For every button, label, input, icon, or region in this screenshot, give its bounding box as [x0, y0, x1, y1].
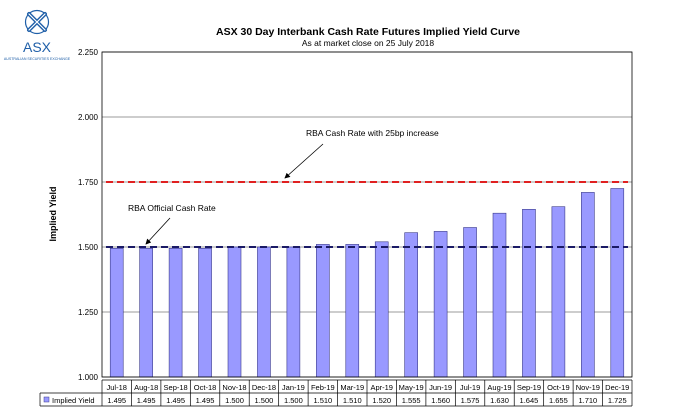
x-tick-label: Apr-19 — [370, 383, 393, 392]
bars — [109, 188, 625, 378]
data-label: 1.500 — [225, 396, 244, 405]
data-label: 1.495 — [166, 396, 185, 405]
legend-swatch — [43, 396, 50, 403]
x-tick-label: Nov-19 — [576, 383, 600, 392]
x-tick-label: Jul-19 — [460, 383, 480, 392]
data-label: 1.575 — [461, 396, 480, 405]
x-tick-label: Oct-18 — [194, 383, 217, 392]
data-label: 1.510 — [313, 396, 332, 405]
x-tick-label: Mar-19 — [340, 383, 364, 392]
y-tick-label: 1.500 — [78, 243, 99, 252]
official-cash-rate-label: RBA Official Cash Rate — [128, 203, 216, 213]
bar — [492, 212, 507, 378]
annotations: RBA Official Cash Rate RBA Cash Rate with… — [128, 128, 439, 245]
increase-cash-rate-label: RBA Cash Rate with 25bp increase — [306, 128, 439, 138]
reference-lines — [106, 181, 628, 248]
x-tick-label: Sep-18 — [164, 383, 188, 392]
logo-brand: ASX — [23, 39, 52, 55]
y-tick-label: 1.000 — [78, 373, 99, 382]
bar — [433, 231, 448, 378]
x-tick-label: Jun-19 — [429, 383, 452, 392]
y-tick-label: 2.000 — [78, 113, 99, 122]
data-label: 1.495 — [137, 396, 156, 405]
bar — [610, 188, 625, 378]
bar — [404, 232, 418, 378]
x-tick-label: Dec-19 — [605, 383, 629, 392]
x-tick-label: Aug-19 — [487, 383, 511, 392]
bar — [374, 241, 389, 378]
bar — [345, 244, 360, 378]
data-label: 1.500 — [255, 396, 274, 405]
bar — [109, 248, 124, 378]
data-label: 1.630 — [490, 396, 509, 405]
bar — [551, 206, 566, 378]
data-label: 1.725 — [608, 396, 627, 405]
bar — [139, 248, 153, 378]
asx-emblem-icon — [24, 9, 50, 35]
bar — [227, 246, 242, 378]
bar — [463, 227, 477, 378]
chart-title: ASX 30 Day Interbank Cash Rate Futures I… — [216, 26, 520, 38]
asx-logo: ASX AUSTRALIAN SECURITIES EXCHANGE — [4, 9, 71, 61]
x-tick-label: Aug-18 — [134, 383, 158, 392]
plot-area-border — [101, 51, 633, 378]
x-tick-label: Feb-19 — [311, 383, 335, 392]
y-tick-label: 1.250 — [78, 308, 99, 317]
logo-tagline: AUSTRALIAN SECURITIES EXCHANGE — [4, 57, 71, 61]
x-tick-label: Sep-19 — [517, 383, 541, 392]
bar — [316, 244, 330, 378]
y-tick-label: 1.750 — [78, 178, 99, 187]
y-axis-label: Implied Yield — [48, 186, 58, 241]
x-tick-label: Jan-19 — [282, 383, 305, 392]
data-table: Jul-18 1.495 Aug-18 1.495 Sep-18 1.495 Oct-18 1… — [39, 379, 633, 407]
data-label: 1.495 — [107, 396, 126, 405]
x-tick-label: Jul-18 — [107, 383, 127, 392]
bar — [168, 248, 183, 378]
data-label: 1.500 — [284, 396, 303, 405]
bar — [286, 246, 301, 378]
data-label: 1.555 — [402, 396, 421, 405]
y-tick-label: 2.250 — [78, 48, 99, 57]
official-cash-rate-arrow — [145, 217, 171, 245]
x-tick-label: Dec-18 — [252, 383, 276, 392]
data-label: 1.520 — [372, 396, 391, 405]
chart-subtitle: As at market close on 25 July 2018 — [302, 38, 435, 48]
data-label: 1.510 — [343, 396, 362, 405]
bar — [581, 192, 595, 378]
increase-cash-rate-arrow — [284, 143, 324, 179]
data-label: 1.495 — [196, 396, 215, 405]
legend-entry: Implied Yield — [52, 396, 95, 405]
bar — [257, 246, 271, 378]
bar — [198, 248, 212, 378]
data-label: 1.710 — [578, 396, 597, 405]
axes — [101, 51, 633, 378]
x-tick-label: Oct-19 — [547, 383, 570, 392]
bar — [522, 209, 536, 378]
data-label: 1.560 — [431, 396, 450, 405]
data-label: 1.645 — [520, 396, 539, 405]
data-label: 1.655 — [549, 396, 568, 405]
y-tick-labels: 1.000 1.250 1.500 1.750 2.000 2.250 — [78, 48, 99, 382]
x-tick-label: May-19 — [399, 383, 424, 392]
x-tick-label: Nov-18 — [222, 383, 246, 392]
